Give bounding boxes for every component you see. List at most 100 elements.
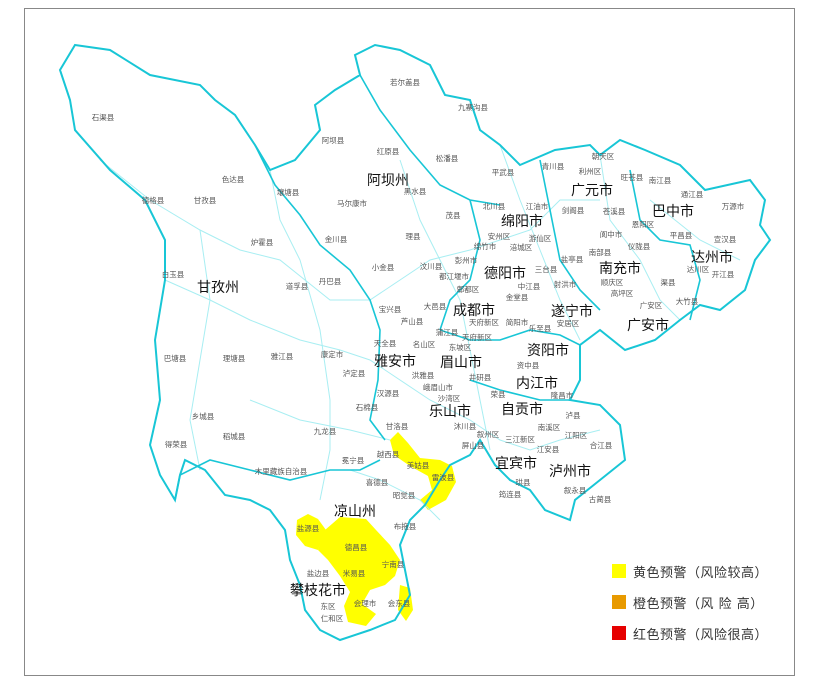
- county-label: 泸定县: [343, 368, 366, 378]
- legend-item-red: 红色预警（风险很高）: [612, 625, 768, 643]
- county-label: 名山区: [413, 339, 436, 349]
- county-label: 叙州区: [477, 429, 500, 439]
- county-label: 石棉县: [356, 402, 379, 412]
- county-label: 道孚县: [286, 281, 309, 291]
- county-label: 开江县: [712, 270, 735, 279]
- county-label: 盐源县: [297, 523, 320, 533]
- county-label: 甘洛县: [386, 421, 409, 431]
- warning-area-yuexi-meigu-leibo: [390, 432, 456, 510]
- county-label: 昭觉县: [393, 490, 416, 500]
- county-label: 乡城县: [192, 412, 215, 421]
- county-label: 东坡区: [449, 342, 472, 352]
- county-label: 越西县: [377, 449, 400, 459]
- county-label: 南溪区: [538, 422, 561, 432]
- city-label-aba: 阿坝州: [367, 173, 409, 189]
- yellow-swatch: [612, 564, 626, 578]
- county-label: 郫都区: [457, 284, 480, 294]
- county-label: 乐至县: [529, 323, 552, 333]
- city-label-neijiang: 内江市: [516, 375, 558, 392]
- county-label: 筠连县: [499, 489, 522, 499]
- county-label: 朝天区: [592, 152, 615, 161]
- city-label-panzhihua: 攀枝花市: [290, 582, 346, 599]
- county-label: 甘孜县: [194, 195, 217, 205]
- county-label: 得荣县: [165, 439, 188, 449]
- county-label: 合江县: [590, 440, 613, 450]
- county-label: 渠县: [661, 277, 676, 287]
- city-label-yibin: 宜宾市: [495, 455, 537, 472]
- county-label: 东区: [321, 601, 336, 611]
- county-label: 炉霍县: [251, 237, 274, 247]
- county-label: 理县: [406, 232, 421, 241]
- county-label: 白玉县: [162, 269, 185, 279]
- county-label: 广安区: [640, 300, 663, 310]
- county-label: 巴塘县: [164, 353, 187, 363]
- map-frame: [24, 8, 795, 676]
- county-label: 天全县: [374, 338, 397, 348]
- county-label: 苍溪县: [603, 206, 626, 216]
- city-label-mianyang: 绵阳市: [501, 213, 543, 230]
- county-label: 康定市: [321, 349, 344, 359]
- legend-label: 黄色预警（风险较高）: [633, 565, 769, 581]
- county-label: 峨眉山市: [423, 382, 453, 392]
- county-label: 美姑县: [407, 460, 430, 470]
- county-label: 九龙县: [314, 426, 337, 436]
- county-label: 汶川县: [420, 261, 443, 271]
- county-label: 大竹县: [676, 296, 699, 306]
- county-label: 芦山县: [401, 316, 424, 326]
- county-label: 古蔺县: [589, 494, 612, 504]
- county-label: 青川县: [542, 161, 565, 171]
- county-label: 天府新区: [462, 332, 492, 342]
- city-labels: 甘孜州 阿坝州 绵阳市 广元市 巴中市 达州市 南充市 德阳市 成都市 遂宁市 …: [197, 173, 733, 599]
- county-label: 仁和区: [321, 613, 344, 623]
- county-label: 喜德县: [366, 477, 389, 487]
- red-swatch: [612, 626, 626, 640]
- county-label: 沐川县: [454, 421, 477, 431]
- county-label: 米易县: [343, 568, 366, 578]
- city-label-liangshan: 凉山州: [334, 504, 376, 520]
- county-label: 达川区: [687, 264, 710, 274]
- county-label: 顺庆区: [601, 277, 624, 287]
- county-label: 珙县: [516, 477, 531, 487]
- county-label: 叙永县: [564, 485, 587, 495]
- county-label: 宝兴县: [379, 304, 402, 314]
- legend: 黄色预警（风险较高） 橙色预警（风 险 高） 红色预警（风险很高）: [612, 563, 768, 656]
- county-label: 蒲江县: [436, 327, 459, 337]
- county-label: 屏山县: [462, 440, 485, 450]
- county-label: 平昌县: [670, 231, 693, 240]
- county-label: 雷波县: [432, 472, 455, 482]
- county-label: 南江县: [649, 175, 672, 185]
- county-label: 万源市: [722, 201, 745, 211]
- county-label: 沙湾区: [438, 393, 461, 403]
- county-label: 利州区: [579, 166, 602, 176]
- county-label: 稻城县: [223, 431, 246, 441]
- county-label: 资中县: [517, 360, 540, 370]
- county-label: 涪城区: [510, 242, 533, 252]
- county-label: 彭州市: [455, 255, 478, 265]
- county-label: 中江县: [518, 281, 541, 291]
- county-label: 射洪市: [554, 279, 577, 289]
- county-label: 布拖县: [394, 521, 417, 531]
- county-label: 金川县: [325, 234, 348, 244]
- county-label: 会理市: [354, 598, 377, 608]
- county-label: 盐亭县: [561, 254, 584, 264]
- city-label-luzhou: 泸州市: [549, 463, 591, 480]
- city-label-zigong: 自贡市: [501, 401, 543, 418]
- county-label: 江安县: [537, 444, 560, 454]
- county-label: 旺苍县: [621, 172, 644, 182]
- county-label: 江油市: [526, 201, 549, 211]
- county-label: 恩阳区: [632, 220, 655, 229]
- city-label-ziyang: 资阳市: [527, 342, 569, 359]
- city-label-deyang: 德阳市: [484, 265, 526, 282]
- county-label: 荣县: [491, 389, 506, 399]
- city-label-guangyuan: 广元市: [571, 182, 613, 199]
- county-label: 金堂县: [506, 292, 529, 302]
- county-label: 隆昌市: [551, 390, 574, 400]
- city-label-dazhou: 达州市: [691, 249, 733, 266]
- county-label: 都江堰市: [439, 271, 469, 281]
- city-label-chengdu: 成都市: [453, 302, 495, 319]
- county-label: 理塘县: [223, 353, 246, 363]
- county-label: 会东县: [388, 598, 411, 608]
- county-label: 汉源县: [377, 389, 400, 398]
- county-label: 雅江县: [271, 351, 294, 361]
